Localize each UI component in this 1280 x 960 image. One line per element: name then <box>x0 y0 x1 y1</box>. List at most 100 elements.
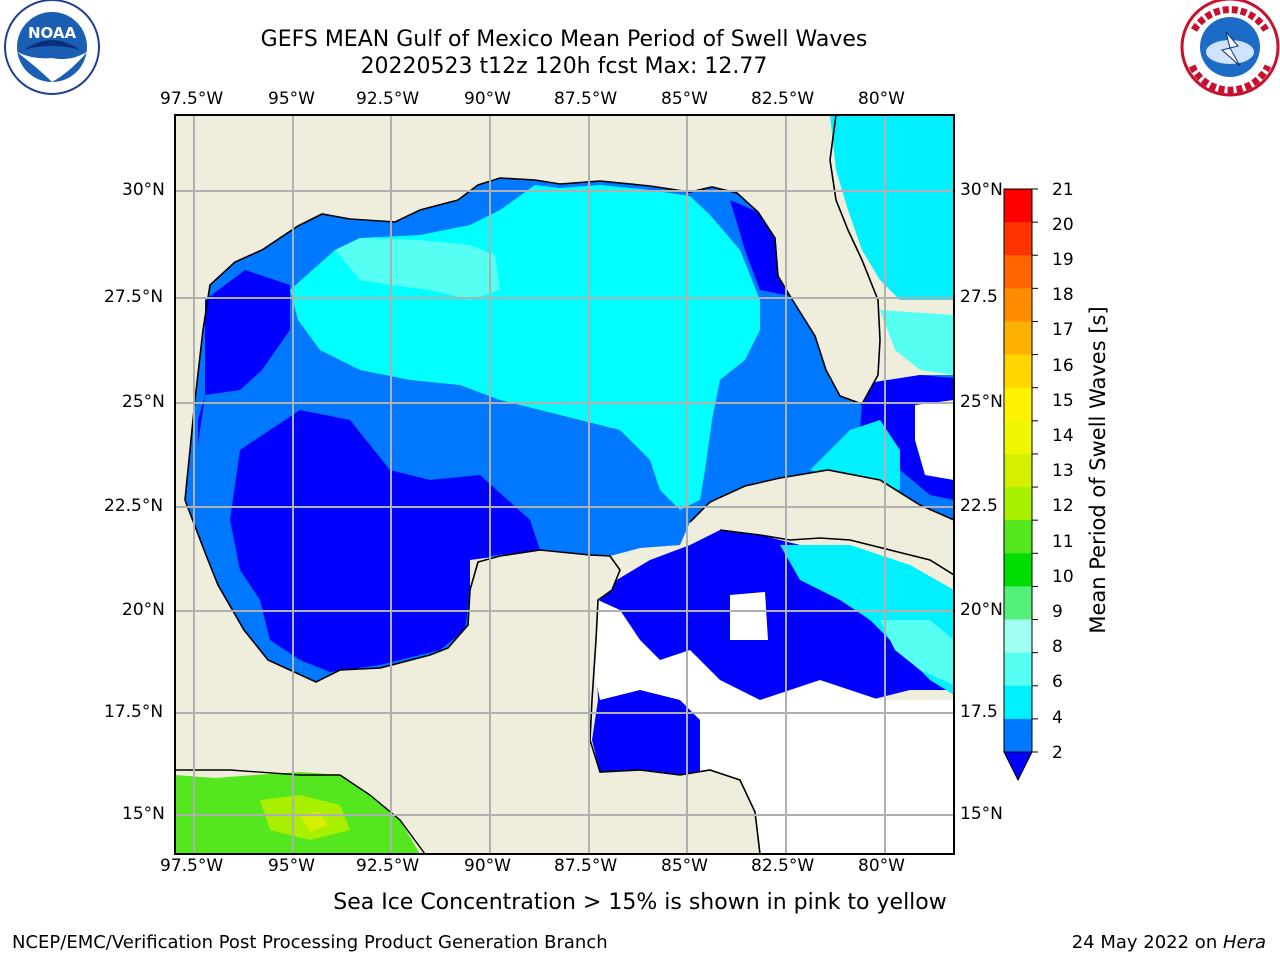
band-4s-atlantic <box>830 115 954 300</box>
colorbar-label: 6 <box>1052 672 1063 692</box>
map-frame <box>174 114 955 855</box>
colorbar-segment <box>1004 255 1032 289</box>
colorbar <box>1003 188 1038 782</box>
band-6s-atlantic-spots <box>880 310 954 375</box>
colorbar-label: 16 <box>1052 356 1074 376</box>
lon-label-bottom: 82.5°W <box>751 856 815 876</box>
footer-date-text: 24 May 2022 on <box>1071 932 1223 953</box>
lat-label-right: 27.5 <box>960 287 998 307</box>
colorbar-frame <box>1003 188 1033 753</box>
coastline-cuba <box>689 469 954 576</box>
lat-label-left: 17.5°N <box>104 702 164 722</box>
colorbar-segment <box>1004 288 1032 322</box>
sea-ice-note-text: Sea Ice Concentration > 15% is shown in … <box>333 890 947 915</box>
lon-label-top: 97.5°W <box>160 89 224 109</box>
coastline <box>184 115 881 501</box>
map-panel <box>175 115 954 854</box>
lat-label-right: 30°N <box>960 180 1003 200</box>
colorbar-segment <box>1004 453 1032 488</box>
chart-subtitle: 20220523 t12z 120h fcst Max: 12.77 <box>360 54 768 79</box>
lat-label-left: 22.5°N <box>104 496 164 516</box>
colorbar-label: 21 <box>1052 180 1074 200</box>
colorbar-label: 8 <box>1052 637 1063 657</box>
colorbar-segment <box>1004 189 1032 223</box>
footer-credit: NCEP/EMC/Verification Post Processing Pr… <box>12 932 608 953</box>
coastline-pacific <box>175 769 426 854</box>
colorbar-segment <box>1004 652 1032 687</box>
colorbar-segment <box>1004 354 1032 389</box>
missing-data-caribbean <box>592 600 954 854</box>
lon-label-bottom: 90°W <box>464 856 511 876</box>
lon-label-top: 95°W <box>268 89 315 109</box>
lat-label-left: 30°N <box>122 180 165 200</box>
footer-date: 24 May 2022 on Hera <box>1072 932 1266 953</box>
footer-host: Hera <box>1222 932 1266 953</box>
colorbar-label: 4 <box>1052 708 1063 728</box>
lon-label-top: 90°W <box>464 89 511 109</box>
lon-label-bottom: 92.5°W <box>356 856 420 876</box>
national-weather-service-logo <box>1180 0 1280 97</box>
band-6s-caribbean <box>880 620 954 685</box>
colorbar-segment <box>1004 420 1032 455</box>
missing-data-patch <box>730 592 768 640</box>
lat-label-right: 17.5 <box>960 702 998 722</box>
lat-label-right: 15°N <box>960 804 1003 824</box>
lat-label-right: 20°N <box>960 600 1003 620</box>
noaa-logo-text: NOAA <box>28 24 77 42</box>
colorbar-label: 2 <box>1052 743 1063 763</box>
band-2s-northeast-dark <box>730 200 790 296</box>
colorbar-segment <box>1004 718 1032 753</box>
lat-label-left: 15°N <box>122 804 165 824</box>
florida-land <box>775 115 880 400</box>
missing-data-keys <box>915 400 954 480</box>
colorbar-label: 9 <box>1052 602 1063 622</box>
colorbar-label: 15 <box>1052 391 1074 411</box>
colorbar-segment <box>1004 487 1032 521</box>
colorbar-title: Mean Period of Swell Waves [s] <box>1086 306 1110 634</box>
colorbar-label: 11 <box>1052 532 1074 552</box>
lon-label-top: 82.5°W <box>751 89 815 109</box>
colorbar-extend-arrow <box>1003 751 1033 782</box>
coastline-mexico <box>184 499 761 854</box>
colorbar-label: 20 <box>1052 215 1074 235</box>
lon-label-bottom: 95°W <box>268 856 315 876</box>
band-2s-east <box>700 190 826 480</box>
noaa-logo: NOAA <box>4 0 100 95</box>
chart-title: GEFS MEAN Gulf of Mexico Mean Period of … <box>260 27 868 52</box>
band-6s-north <box>335 238 500 300</box>
colorbar-segment <box>1004 685 1032 720</box>
colorbar-segment <box>1004 553 1032 587</box>
colorbar-segment <box>1004 387 1032 422</box>
sea-ice-note: Sea Ice Concentration > 15% is shown in … <box>0 890 1280 915</box>
pacific-yellow-spot <box>300 812 328 832</box>
colorbar-label: 10 <box>1052 567 1074 587</box>
colorbar-segment <box>1004 222 1032 256</box>
lon-label-top: 87.5°W <box>554 89 618 109</box>
colorbar-label: 17 <box>1052 320 1074 340</box>
lon-label-top: 92.5°W <box>356 89 420 109</box>
lon-label-top: 85°W <box>661 89 708 109</box>
lat-label-right: 22.5 <box>960 496 998 516</box>
gridlines <box>175 115 954 854</box>
lon-label-bottom: 80°W <box>858 856 905 876</box>
lat-label-left: 27.5°N <box>104 287 164 307</box>
band-2s-west <box>198 270 290 445</box>
colorbar-segment <box>1004 619 1032 654</box>
colorbar-label: 19 <box>1052 250 1074 270</box>
colorbar-label: 18 <box>1052 285 1074 305</box>
lat-label-right: 25°N <box>960 392 1003 412</box>
lon-label-top: 80°W <box>858 89 905 109</box>
colorbar-segment <box>1004 321 1032 356</box>
lat-label-left: 20°N <box>122 600 165 620</box>
lon-label-bottom: 87.5°W <box>554 856 618 876</box>
lon-label-bottom: 85°W <box>661 856 708 876</box>
colorbar-label: 13 <box>1052 461 1074 481</box>
band-2s-southwest <box>230 410 540 672</box>
lon-label-bottom: 97.5°W <box>160 856 224 876</box>
lat-label-left: 25°N <box>122 392 165 412</box>
colorbar-label: 14 <box>1052 426 1074 446</box>
colorbar-segment <box>1004 586 1032 621</box>
colorbar-label: 12 <box>1052 496 1074 516</box>
colorbar-segment <box>1004 520 1032 554</box>
